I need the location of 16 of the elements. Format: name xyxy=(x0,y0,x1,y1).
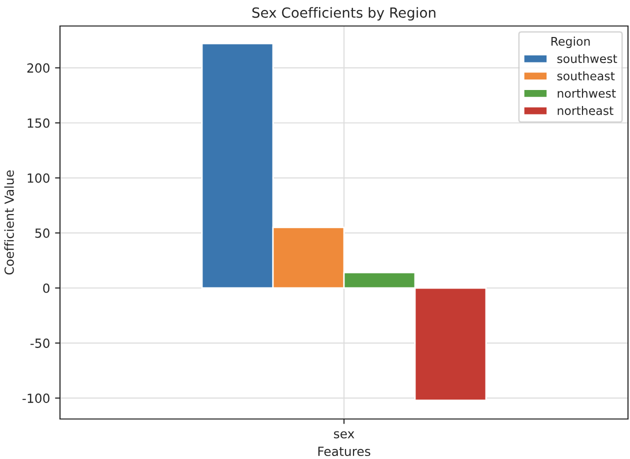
y-tick-label: 50 xyxy=(35,228,50,238)
legend-label: southeast xyxy=(557,71,615,80)
legend-label: northeast xyxy=(558,106,614,116)
y-tick-label: 150 xyxy=(28,118,50,128)
chart-title: Sex Coefficients by Region xyxy=(252,7,436,21)
legend-label: southwest xyxy=(557,54,618,64)
legend-title: Region xyxy=(551,36,590,48)
y-tick-label: -50 xyxy=(30,338,50,348)
x-tick-label: sex xyxy=(334,431,354,438)
y-tick-label: 100 xyxy=(28,173,50,183)
x-axis-title: Features xyxy=(318,446,370,456)
legend-label: northwest xyxy=(558,88,616,98)
y-axis-title: Coefficient Value xyxy=(4,170,14,275)
y-tick-label: 0 xyxy=(43,283,50,293)
y-tick-label: 200 xyxy=(27,63,50,73)
y-tick-label: -100 xyxy=(22,394,50,404)
